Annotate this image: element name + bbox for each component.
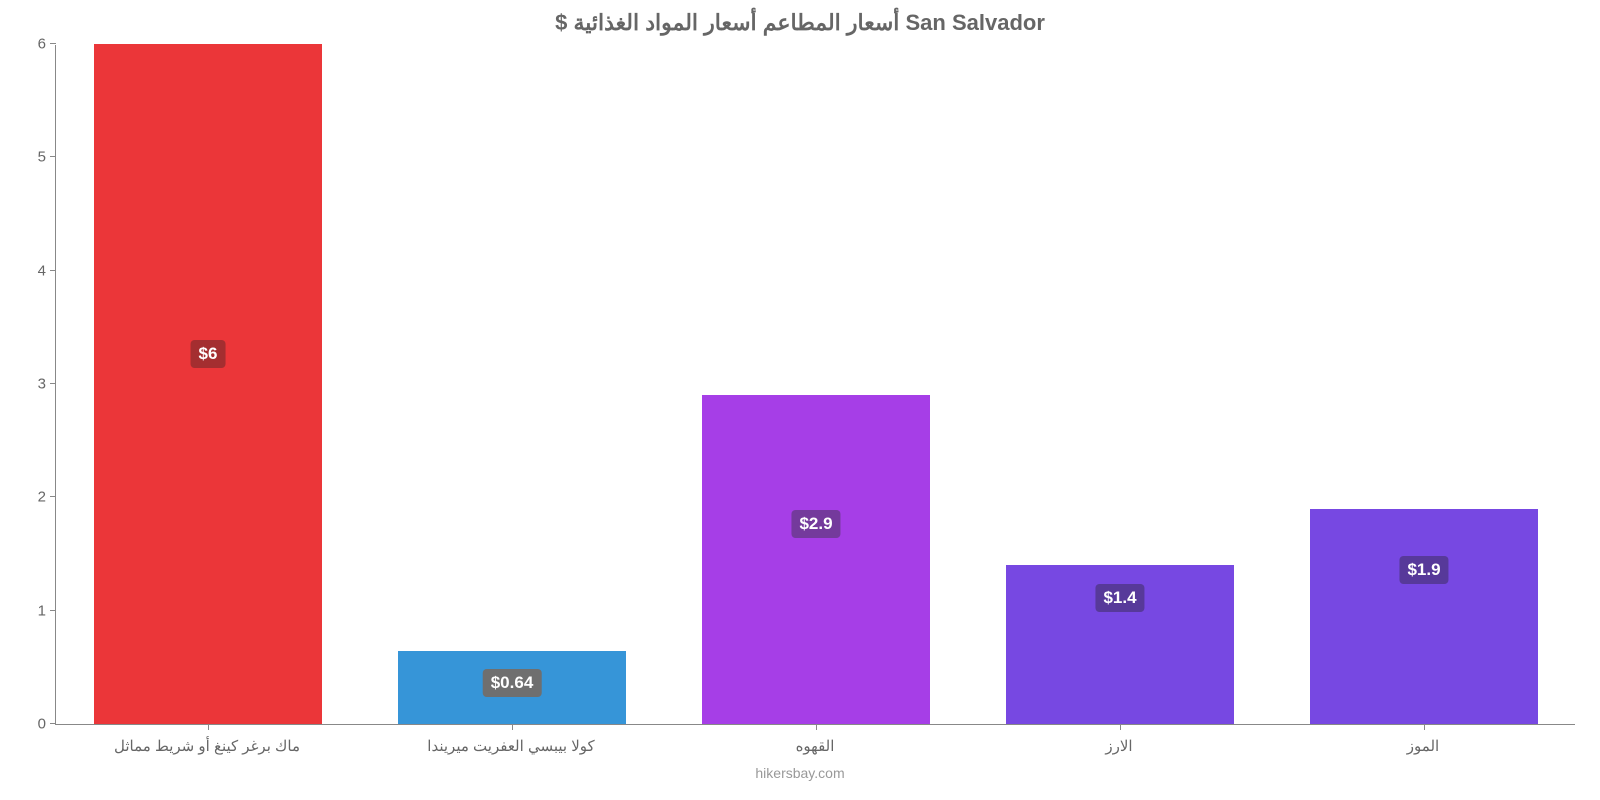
- x-category-label: الموز: [1407, 737, 1439, 755]
- chart-title: $ أسعار المطاعم أسعار المواد الغذائية Sa…: [0, 10, 1600, 36]
- y-tick-mark: [50, 610, 56, 611]
- bar: [702, 395, 930, 724]
- attribution-text: hikersbay.com: [0, 765, 1600, 781]
- y-tick-label: 6: [38, 36, 46, 53]
- x-tick-mark: [816, 724, 817, 730]
- x-category-label: القهوه: [796, 737, 835, 755]
- bar-value-label: $1.9: [1399, 556, 1448, 584]
- y-tick-mark: [50, 270, 56, 271]
- x-category-label: كولا بيبسي العفريت ميريندا: [427, 737, 594, 755]
- bar-value-label: $0.64: [483, 669, 542, 697]
- x-tick-mark: [512, 724, 513, 730]
- y-tick-label: 0: [38, 716, 46, 733]
- y-tick-label: 4: [38, 262, 46, 279]
- y-tick-mark: [50, 383, 56, 384]
- price-bar-chart: $ أسعار المطاعم أسعار المواد الغذائية Sa…: [0, 0, 1600, 800]
- x-category-label: ماك برغر كينغ أو شريط مماثل: [114, 737, 300, 755]
- x-tick-mark: [208, 724, 209, 730]
- y-tick-label: 3: [38, 376, 46, 393]
- plot-area: 0123456$6$0.64$2.9$1.4$1.9: [55, 45, 1575, 725]
- bar-value-label: $1.4: [1095, 584, 1144, 612]
- y-tick-mark: [50, 43, 56, 44]
- y-tick-label: 5: [38, 149, 46, 166]
- y-tick-label: 1: [38, 602, 46, 619]
- bar-value-label: $6: [191, 340, 226, 368]
- y-tick-mark: [50, 723, 56, 724]
- bar: [1310, 509, 1538, 724]
- bar: [94, 44, 322, 724]
- x-tick-mark: [1424, 724, 1425, 730]
- y-tick-mark: [50, 496, 56, 497]
- y-tick-mark: [50, 156, 56, 157]
- x-tick-mark: [1120, 724, 1121, 730]
- bar-value-label: $2.9: [791, 510, 840, 538]
- x-category-label: الارز: [1105, 737, 1132, 755]
- y-tick-label: 2: [38, 489, 46, 506]
